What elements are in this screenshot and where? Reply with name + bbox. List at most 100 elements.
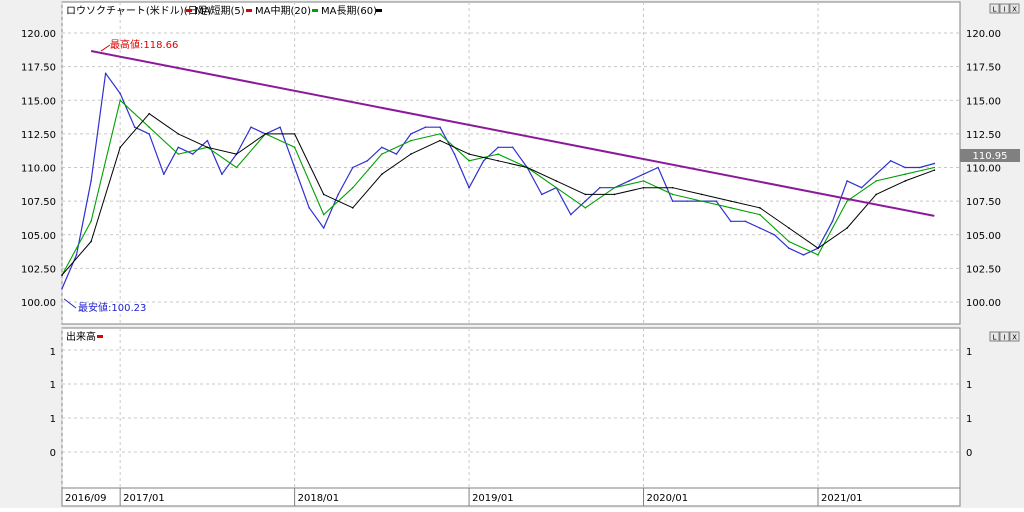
vol-button-l-label: L: [993, 334, 997, 342]
price-panel[interactable]: [61, 1, 961, 325]
data-point: [526, 166, 529, 169]
data-point: [250, 126, 252, 128]
y-tick-label-left: 107.50: [21, 197, 56, 208]
data-point: [729, 220, 732, 223]
data-point: [788, 240, 790, 243]
data-point: [613, 186, 616, 189]
last-value-label: 110.95: [973, 151, 1008, 162]
data-point: [206, 146, 209, 149]
data-point: [555, 180, 558, 182]
data-point: [497, 146, 499, 149]
x-tick-label: 2016/09: [65, 493, 107, 504]
data-point: [860, 186, 863, 189]
data-point: [584, 200, 587, 202]
data-point: [671, 200, 674, 202]
data-point: [177, 133, 180, 135]
data-point: [686, 200, 688, 202]
panel-button-i[interactable]: [999, 3, 1010, 14]
data-point: [439, 133, 441, 135]
data-point: [788, 227, 790, 229]
panel-button-x-label: X: [1012, 6, 1017, 14]
data-point: [235, 153, 238, 155]
data-point: [410, 139, 412, 142]
y-tick-label-right: 105.00: [966, 231, 1001, 242]
data-point: [715, 200, 718, 202]
data-point: [410, 153, 412, 155]
data-point: [671, 186, 674, 189]
y-tick-label-right: 110.00: [966, 164, 1001, 175]
data-point: [875, 173, 877, 176]
data-point: [846, 180, 848, 182]
min-label: 最安値:100.23: [78, 301, 146, 314]
data-point: [729, 200, 732, 202]
data-point: [395, 153, 398, 155]
data-point: [424, 126, 427, 128]
data-point: [817, 254, 819, 256]
y-tick-label-left: 115.00: [21, 96, 56, 107]
data-point: [351, 166, 354, 169]
data-point: [729, 207, 732, 209]
vol-button-l[interactable]: [989, 331, 1000, 342]
volume-panel[interactable]: [61, 327, 961, 489]
vol-button-i[interactable]: [999, 331, 1010, 342]
panel-button-l-label: L: [993, 6, 997, 14]
legend: ロウソクチャート(米ドル)(日足) MA短期(5) MA中期(20) MA長期(…: [66, 4, 382, 17]
panel-button-x[interactable]: [1009, 3, 1020, 14]
data-point: [177, 153, 180, 155]
data-point: [133, 126, 136, 128]
data-point: [439, 126, 441, 128]
volume-tick-left: 1: [50, 380, 56, 391]
data-point: [540, 193, 543, 196]
panel-button-l[interactable]: [989, 3, 1000, 14]
data-point: [599, 186, 601, 189]
data-point: [293, 133, 296, 135]
data-point: [584, 207, 587, 209]
data-point: [264, 133, 267, 135]
data-point: [570, 213, 572, 216]
data-point: [933, 162, 936, 165]
max-marker-leader: [100, 44, 111, 52]
data-point: [322, 193, 325, 196]
vol-button-x[interactable]: [1009, 331, 1020, 342]
data-point: [759, 207, 761, 209]
volume-panel-buttons: L I X: [989, 331, 1020, 342]
data-point: [351, 207, 354, 209]
data-point: [293, 166, 296, 169]
vol-button-i-label: I: [1003, 334, 1005, 342]
data-point: [119, 92, 121, 95]
data-point: [657, 166, 659, 169]
data-point: [119, 146, 121, 149]
data-point: [75, 254, 78, 256]
y-tick-label-left: 105.00: [21, 231, 56, 242]
data-point: [148, 126, 151, 128]
data-point: [337, 193, 340, 196]
data-point: [61, 274, 63, 276]
volume-tick-right: 1: [966, 347, 972, 358]
x-tick-label: 2018/01: [298, 493, 340, 504]
ma-long-swatch: [312, 9, 318, 12]
data-point: [744, 220, 747, 223]
ma-short-swatch: [186, 9, 192, 12]
volume-tick-right: 1: [966, 414, 972, 425]
data-point: [322, 213, 325, 216]
y-tick-label-right: 112.50: [966, 130, 1001, 141]
data-point: [90, 180, 92, 182]
data-point: [381, 153, 383, 155]
data-point: [759, 227, 761, 229]
data-point: [846, 227, 848, 229]
legend-ma-short: MA短期(5): [195, 4, 245, 17]
vol-button-x-label: X: [1012, 334, 1017, 342]
data-point: [468, 159, 470, 162]
y-tick-label-right: 117.50: [966, 63, 1001, 74]
data-point: [642, 186, 645, 189]
data-point: [293, 146, 296, 149]
data-point: [700, 193, 703, 196]
data-point: [235, 166, 238, 169]
max-label: 最高値:118.66: [110, 38, 178, 51]
x-tick-label: 2017/01: [123, 493, 165, 504]
data-point: [817, 247, 819, 249]
data-point: [933, 169, 936, 171]
data-point: [759, 213, 761, 216]
y-tick-label-left: 110.00: [21, 164, 56, 175]
